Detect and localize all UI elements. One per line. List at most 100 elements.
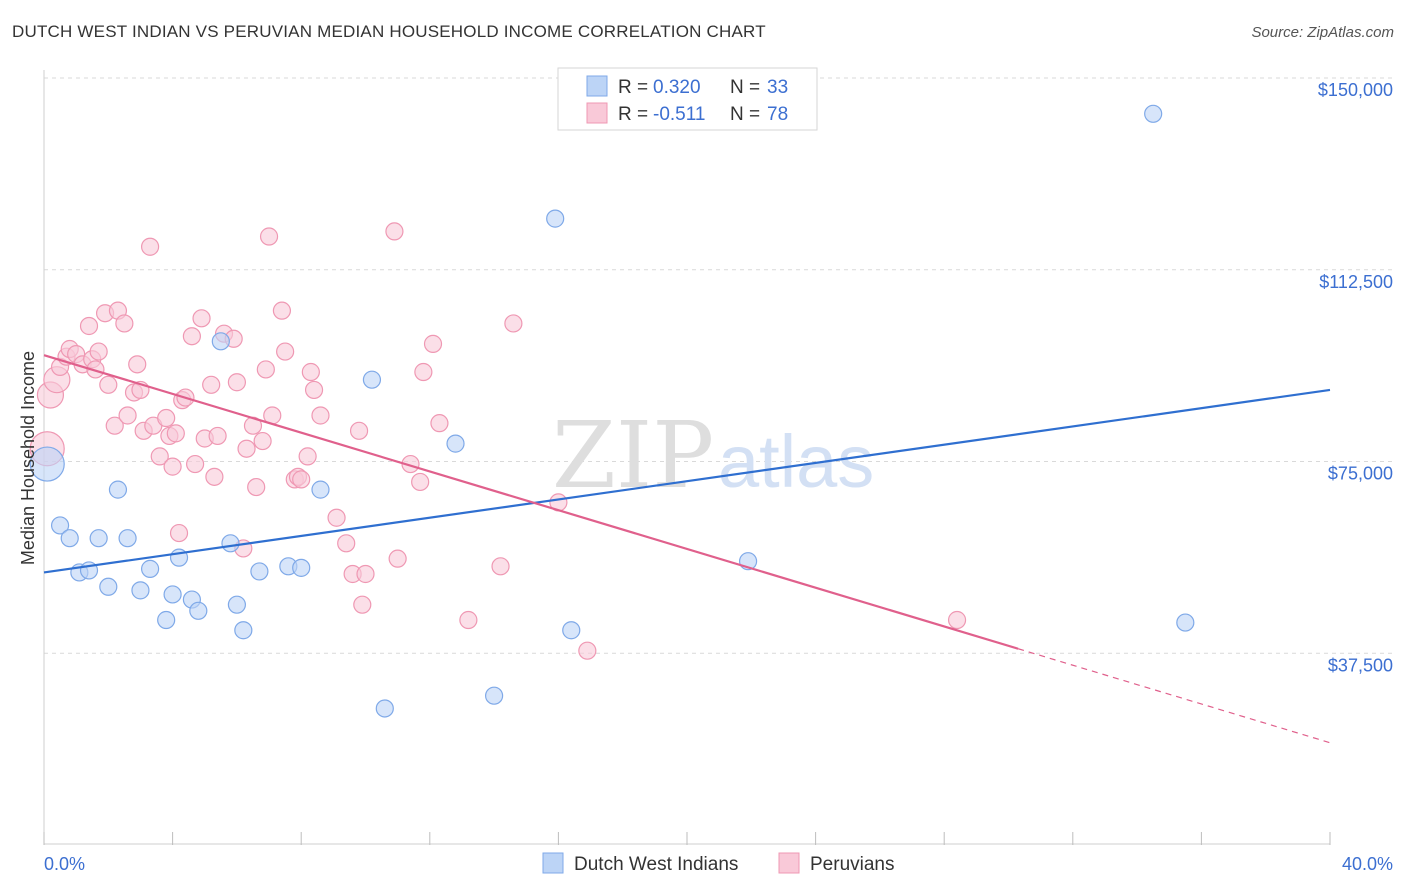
legend-r-value-blue: 0.320 — [653, 77, 701, 98]
data-point-peruvians — [140, 237, 160, 256]
data-point-peruvians — [337, 534, 356, 553]
data-point-dutch-west-indians — [375, 699, 394, 718]
y-tick-label: $37,500 — [1328, 655, 1393, 675]
data-point-dutch-west-indians — [562, 621, 581, 640]
legend-swatch-pink — [586, 102, 608, 124]
data-point-peruvians — [115, 314, 134, 333]
data-point-peruvians — [157, 408, 176, 428]
data-point-dutch-west-indians — [292, 558, 311, 577]
trend-line-dutch-west-indians — [43, 388, 1331, 574]
data-point-dutch-west-indians — [157, 610, 176, 630]
data-point-peruvians — [99, 375, 118, 394]
legend-r-label-pink: R = — [618, 104, 648, 125]
data-point-peruvians — [385, 222, 404, 241]
data-point-dutch-west-indians — [60, 529, 79, 548]
data-point-peruvians — [491, 557, 510, 576]
data-point-peruvians — [237, 439, 256, 458]
data-point-dutch-west-indians — [234, 621, 253, 640]
data-point-dutch-west-indians — [118, 529, 137, 548]
data-point-dutch-west-indians — [546, 209, 565, 228]
data-point-peruvians — [205, 467, 224, 486]
trend-line-peruvians-extrapolated — [1017, 648, 1331, 744]
data-point-peruvians — [272, 301, 292, 320]
gridlines — [44, 77, 1392, 654]
data-point-peruvians — [411, 472, 430, 492]
x-tick-label: 0.0% — [44, 854, 85, 874]
series-legend-label-pink: Peruvians — [810, 854, 895, 875]
y-axis-label: Median Household Income — [18, 351, 38, 565]
data-point-dutch-west-indians — [29, 446, 65, 482]
data-point-peruvians — [227, 373, 246, 392]
data-point-peruvians — [247, 477, 266, 497]
source-credit: Source: ZipAtlas.com — [1251, 24, 1394, 41]
data-point-peruvians — [459, 610, 478, 630]
data-point-peruvians — [169, 523, 189, 543]
y-tick-label: $75,000 — [1328, 464, 1393, 484]
data-point-peruvians — [182, 327, 201, 346]
data-point-peruvians — [202, 375, 221, 394]
data-point-peruvians — [578, 641, 597, 660]
data-point-dutch-west-indians — [108, 480, 128, 499]
series-legend-swatch-blue — [542, 852, 564, 874]
data-point-peruvians — [166, 424, 185, 443]
x-tick-labels: 0.0% 40.0% — [44, 854, 1393, 874]
data-point-peruvians — [256, 360, 275, 379]
trend-lines — [43, 354, 1331, 744]
data-point-peruvians — [388, 549, 407, 568]
legend-n-label-pink: N = — [730, 104, 760, 125]
y-tick-label: $112,500 — [1319, 272, 1393, 292]
data-point-dutch-west-indians — [485, 686, 504, 705]
data-point-dutch-west-indians — [140, 559, 160, 578]
legend-r-label-blue: R = — [618, 77, 648, 98]
data-point-peruvians — [276, 342, 295, 361]
trend-line-peruvians — [43, 354, 1019, 650]
chart-title: DUTCH WEST INDIAN VS PERUVIAN MEDIAN HOU… — [12, 22, 766, 41]
data-point-dutch-west-indians — [227, 595, 246, 614]
series-legend-label-blue: Dutch West Indians — [574, 854, 738, 875]
series-legend: Dutch West Indians Peruvians — [542, 852, 895, 875]
legend-r-value-pink: -0.511 — [653, 104, 705, 125]
data-point-peruvians — [430, 414, 449, 433]
legend-n-value-pink: 78 — [767, 104, 788, 125]
data-point-peruvians — [423, 334, 443, 353]
x-tick-label: 40.0% — [1342, 854, 1393, 874]
data-point-peruvians — [186, 454, 205, 474]
data-point-peruvians — [414, 362, 433, 382]
data-point-peruvians — [356, 564, 375, 584]
data-point-dutch-west-indians — [1144, 104, 1163, 123]
legend-n-value-blue: 33 — [767, 77, 788, 98]
data-point-dutch-west-indians — [99, 577, 118, 596]
data-point-peruvians — [298, 447, 317, 466]
data-point-peruvians — [150, 447, 169, 466]
data-point-peruvians — [253, 431, 272, 451]
data-point-dutch-west-indians — [163, 585, 182, 604]
data-point-dutch-west-indians — [221, 534, 240, 553]
data-point-peruvians — [504, 314, 523, 333]
data-point-peruvians — [259, 227, 279, 246]
data-point-dutch-west-indians — [89, 529, 108, 548]
data-point-peruvians — [304, 380, 324, 400]
data-point-peruvians — [128, 355, 147, 374]
data-point-peruvians — [105, 416, 124, 435]
data-point-peruvians — [301, 362, 320, 382]
data-point-peruvians — [349, 421, 369, 440]
data-point-peruvians — [947, 610, 967, 630]
data-point-dutch-west-indians — [311, 480, 330, 499]
data-point-peruvians — [89, 342, 108, 361]
watermark: ZIP atlas — [552, 402, 874, 509]
y-tick-labels: $37,500 $75,000 $112,500 $150,000 — [1318, 80, 1393, 675]
data-point-peruvians — [292, 470, 311, 489]
data-point-dutch-west-indians — [446, 434, 465, 453]
data-point-dutch-west-indians — [131, 581, 150, 600]
data-point-dutch-west-indians — [250, 562, 269, 581]
data-point-peruvians — [79, 316, 99, 336]
data-point-peruvians — [353, 595, 372, 614]
data-point-peruvians — [192, 309, 211, 328]
data-point-dutch-west-indians — [211, 332, 230, 351]
data-point-dutch-west-indians — [362, 370, 382, 389]
x-axis-ticks — [43, 832, 1331, 845]
data-point-peruvians — [118, 406, 137, 425]
watermark-atlas: atlas — [718, 420, 874, 503]
series-legend-swatch-pink — [778, 852, 800, 874]
